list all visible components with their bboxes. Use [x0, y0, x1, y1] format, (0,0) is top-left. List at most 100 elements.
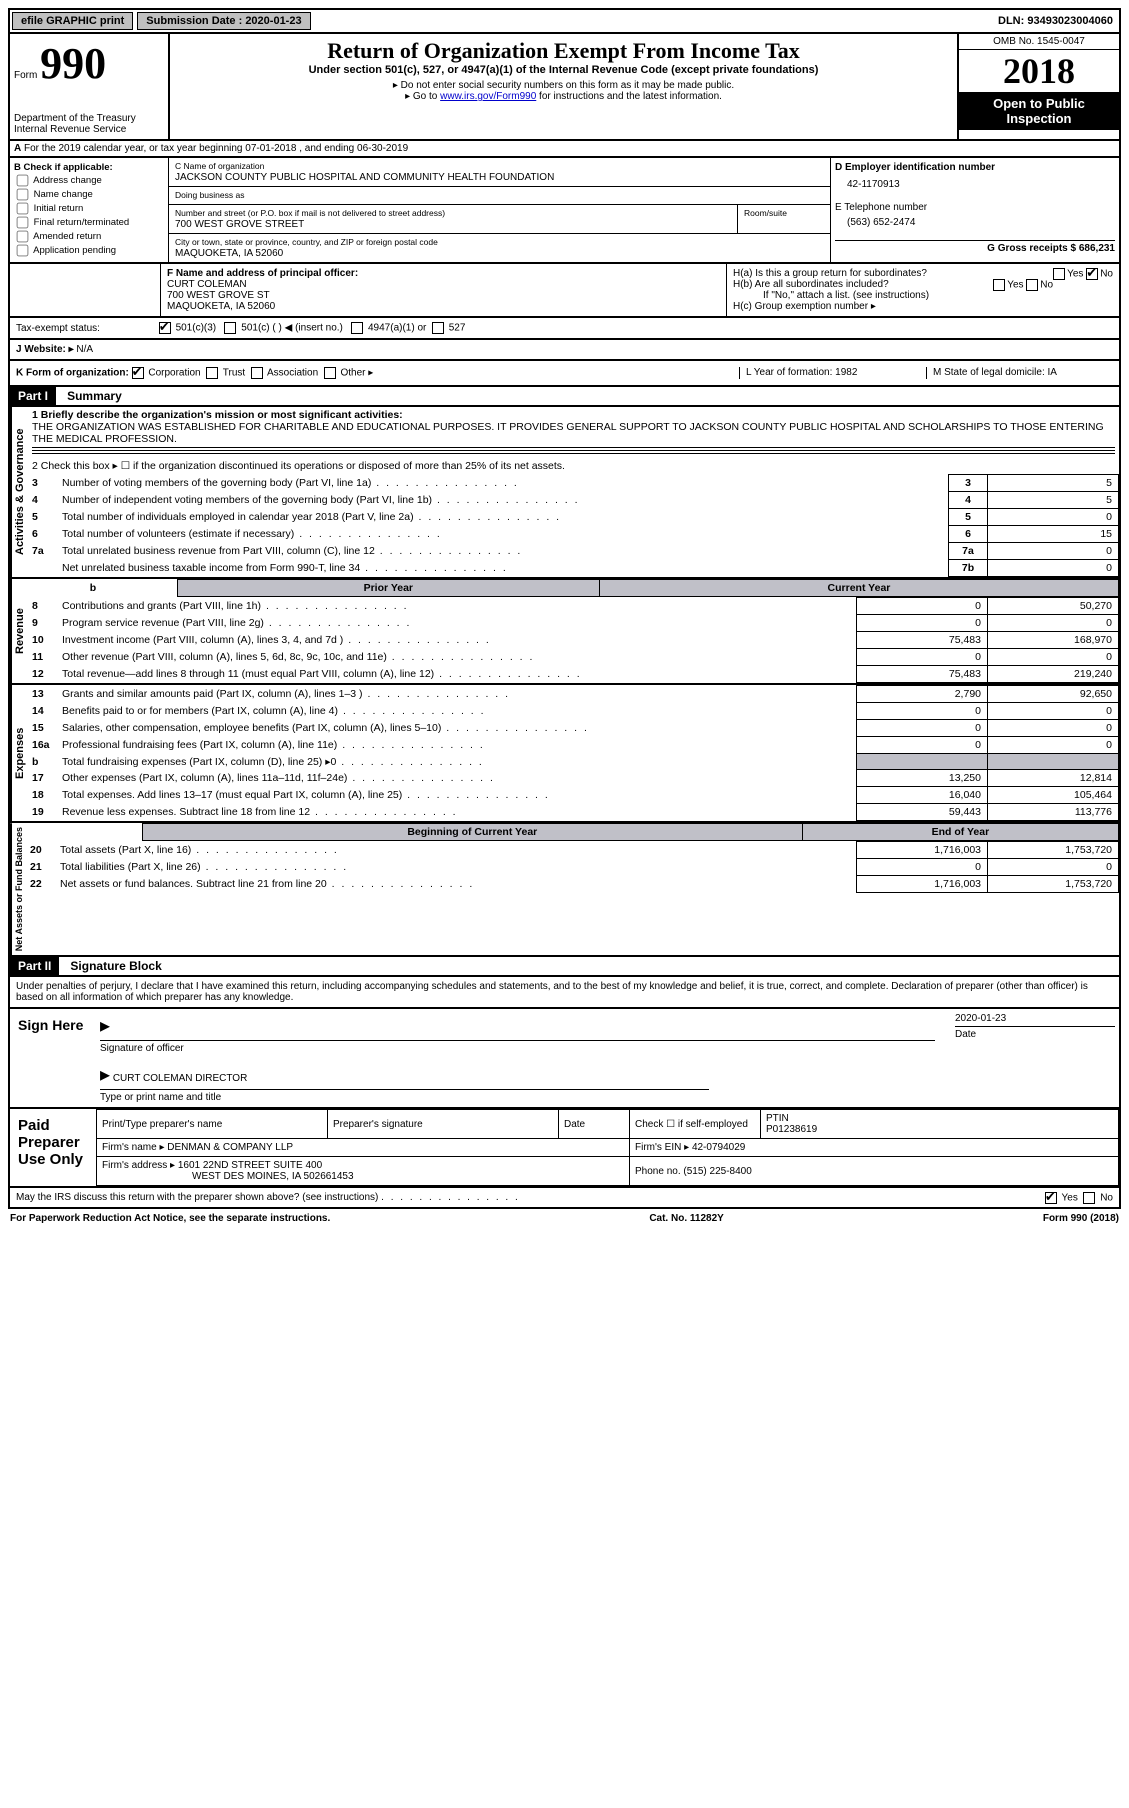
line-k: K Form of organization: Corporation Trus… [8, 361, 1121, 387]
gross-receipts: G Gross receipts $ 686,231 [987, 243, 1115, 254]
city-label: City or town, state or province, country… [175, 237, 438, 247]
form-word: Form [14, 70, 37, 81]
firm-phone-label: Phone no. [635, 1166, 681, 1177]
org-address: 700 WEST GROVE STREET [175, 219, 304, 230]
chk-trust[interactable] [206, 367, 218, 379]
state-domicile: M State of legal domicile: IA [926, 367, 1113, 379]
form-header: Form 990 Department of the Treasury Inte… [8, 34, 1121, 141]
discuss-yes: Yes [1062, 1193, 1078, 1204]
chk-501c[interactable] [224, 322, 236, 334]
mission-text: THE ORGANIZATION WAS ESTABLISHED FOR CHA… [32, 421, 1104, 445]
te-label: Tax-exempt status: [16, 323, 156, 334]
chk-final[interactable] [17, 217, 29, 229]
chk-other[interactable] [324, 367, 336, 379]
ha-yes-chk[interactable] [1053, 268, 1065, 280]
chk-527[interactable] [432, 322, 444, 334]
te-501c3: 501(c)(3) [176, 323, 217, 334]
firm-name: DENMAN & COMPANY LLP [167, 1142, 293, 1153]
note-goto-suffix: for instructions and the latest informat… [536, 91, 722, 102]
paid-preparer-block: Paid Preparer Use Only Print/Type prepar… [8, 1109, 1121, 1188]
chk-initial[interactable] [17, 203, 29, 215]
opt-amended: Amended return [33, 231, 101, 242]
h-a: H(a) Is this a group return for subordin… [733, 268, 927, 279]
ein-value: 42-1170913 [847, 179, 1115, 190]
dln: DLN: 93493023004060 [998, 15, 1119, 27]
q1: 1 Briefly describe the organization's mi… [32, 409, 403, 421]
open-public-badge: Open to Public Inspection [959, 92, 1119, 130]
org-name: JACKSON COUNTY PUBLIC HOSPITAL AND COMMU… [175, 172, 554, 183]
end-year-hdr: End of Year [802, 824, 1118, 841]
q2: 2 Check this box ▸ ☐ if the organization… [28, 458, 1119, 474]
footer-mid: Cat. No. 11282Y [649, 1213, 723, 1224]
opt-address: Address change [33, 175, 102, 186]
part2-title: Signature Block [62, 959, 161, 973]
officer-sub: Type or print name and title [100, 1092, 221, 1103]
ein-label: D Employer identification number [835, 162, 995, 173]
firm-addr-label: Firm's address ▸ [102, 1160, 175, 1171]
efile-button[interactable]: efile GRAPHIC print [12, 12, 133, 30]
ha-yes: Yes [1067, 269, 1083, 280]
chk-name-change[interactable] [17, 189, 29, 201]
discuss-yes-chk[interactable] [1045, 1192, 1057, 1204]
instructions-link[interactable]: www.irs.gov/Form990 [440, 91, 536, 102]
top-bar: efile GRAPHIC print Submission Date : 20… [8, 8, 1121, 34]
hb-no: No [1040, 280, 1053, 291]
rev-section: Revenue b Prior Year Current Year 8Contr… [8, 579, 1121, 685]
page-footer: For Paperwork Reduction Act Notice, see … [8, 1209, 1121, 1228]
k-trust: Trust [223, 368, 245, 379]
self-employed: Check ☐ if self-employed [630, 1110, 761, 1139]
prior-year-hdr: Prior Year [177, 580, 599, 597]
ha-no-chk[interactable] [1086, 268, 1098, 280]
chk-corp[interactable] [132, 367, 144, 379]
room-label: Room/suite [744, 208, 787, 218]
te-501c: 501(c) ( ) ◀ (insert no.) [241, 323, 343, 334]
ptin-val: P01238619 [766, 1124, 817, 1135]
submission-date: Submission Date : 2020-01-23 [137, 12, 310, 30]
part2-bar: Part II Signature Block [8, 957, 1121, 977]
officer-printed: CURT COLEMAN DIRECTOR [113, 1073, 247, 1084]
exp-section: Expenses 13Grants and similar amounts pa… [8, 685, 1121, 823]
dept-label: Department of the Treasury Internal Reve… [14, 113, 164, 135]
sign-here-label: Sign Here [10, 1009, 96, 1107]
tax-year: 2018 [959, 50, 1119, 92]
sig-date-label: Date [955, 1029, 976, 1040]
form-number: 990 [40, 39, 106, 88]
entity-block: B Check if applicable: Address change Na… [8, 158, 1121, 264]
officer-h-block: F Name and address of principal officer:… [8, 264, 1121, 318]
officer-name: CURT COLEMAN [167, 279, 247, 290]
chk-501c3[interactable] [159, 322, 171, 334]
form-title: Return of Organization Exempt From Incom… [180, 38, 947, 64]
chk-assoc[interactable] [251, 367, 263, 379]
firm-addr: 1601 22ND STREET SUITE 400 [178, 1160, 322, 1171]
firm-addr2: WEST DES MOINES, IA 502661453 [102, 1171, 354, 1182]
te-4947: 4947(a)(1) or [368, 323, 426, 334]
part2-hdr: Part II [10, 957, 59, 975]
chk-4947[interactable] [351, 322, 363, 334]
opt-initial: Initial return [34, 203, 84, 214]
k-label: K Form of organization: [16, 368, 129, 379]
phone-label: E Telephone number [835, 202, 1115, 213]
discuss-no-chk[interactable] [1083, 1192, 1095, 1204]
website-val: N/A [76, 344, 93, 355]
chk-amended[interactable] [17, 231, 29, 243]
rev-side-label: Revenue [10, 579, 28, 683]
chk-pending[interactable] [17, 245, 29, 257]
sign-here-block: Sign Here ▸ Signature of officer 2020-01… [8, 1009, 1121, 1109]
net-side-label: Net Assets or Fund Balances [10, 823, 26, 955]
website-row: J Website: ▸ N/A [8, 340, 1121, 361]
hb-no-chk[interactable] [1026, 279, 1038, 291]
firm-name-label: Firm's name ▸ [102, 1142, 165, 1153]
prep-date-label: Date [559, 1110, 630, 1139]
officer-addr: 700 WEST GROVE ST [167, 290, 270, 301]
org-name-label: C Name of organization [175, 161, 264, 171]
h-b-note: If "No," attach a list. (see instruction… [733, 290, 1113, 301]
box-b-label: B Check if applicable: [14, 162, 113, 173]
note-goto-prefix: Go to [413, 91, 440, 102]
footer-right: Form 990 (2018) [1043, 1213, 1119, 1224]
addr-label: Number and street (or P.O. box if mail i… [175, 208, 445, 218]
chk-address-change[interactable] [17, 175, 29, 187]
curr-year-hdr: Current Year [599, 580, 1118, 597]
hb-yes-chk[interactable] [993, 279, 1005, 291]
omb-number: OMB No. 1545-0047 [959, 34, 1119, 50]
footer-left: For Paperwork Reduction Act Notice, see … [10, 1213, 330, 1224]
